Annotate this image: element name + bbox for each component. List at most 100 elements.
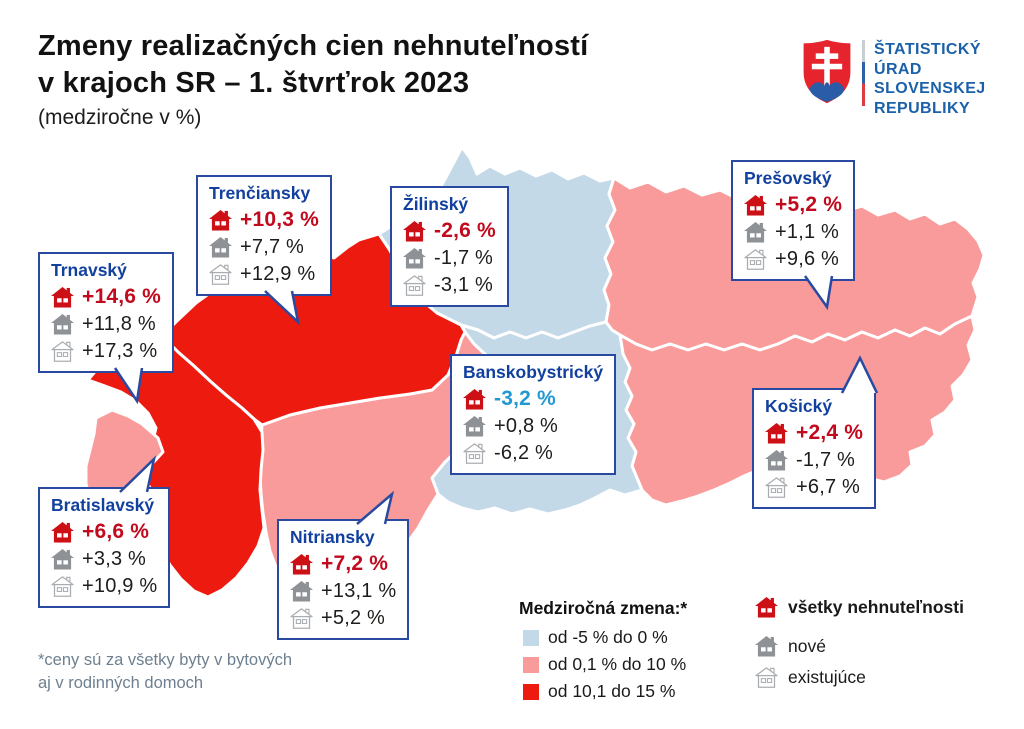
value-all: +2,4 % [796,421,864,444]
legend-item-existing: existujúce [755,667,866,688]
value-all: -2,6 % [434,219,496,242]
footnote: *ceny sú za všetky byty v bytových aj v … [38,649,292,696]
legend-label: od -5 % do 0 % [548,627,668,647]
region-callout-presovsky: Prešovský +5,2 % +1,1 % +9,6 % [731,160,856,311]
region-callout-banskobystricky: Banskobystrický -3,2 % +0,8 % -6,2 % [450,354,617,475]
house-existing-icon [51,341,74,362]
house-all-icon [51,522,74,543]
legend-item: od -5 % do 0 % [523,627,668,648]
house-all-icon [290,554,313,575]
value-all: +10,3 % [240,208,320,231]
value-existing: +5,2 % [321,607,386,629]
legend-swatch-blue [523,629,539,646]
house-existing-icon [744,249,767,270]
legend-label: nové [788,636,826,656]
callout-tail [803,275,834,311]
region-callout-trenciansky: Trenčiansky +10,3 % +7,7 % +12,9 % [196,175,333,326]
region-callout-zilinsky: Žilinský -2,6 % -1,7 % -3,1 % [390,186,509,307]
value-new: +7,7 % [240,236,305,258]
footnote-line2: aj v rodinných domoch [38,674,204,693]
region-callout-trnavsky: Trnavský +14,6 % +11,8 % +17,3 % [38,252,175,405]
house-existing-icon [403,275,426,296]
callout-tail [264,290,300,326]
house-new-icon [765,450,788,471]
region-name: Trenčiansky [209,183,311,203]
logo-org-line3: SLOVENSKEJ [874,80,986,97]
page-title-line1: Zmeny realizačných cien nehnuteľností [38,30,589,62]
value-new: +11,8 % [82,313,156,335]
value-existing: +9,6 % [775,248,840,270]
callout-tail [356,490,395,525]
house-new-icon [290,581,313,602]
value-existing: +10,9 % [82,575,158,597]
house-all-icon [463,389,486,410]
legend-swatch-pink [523,656,539,673]
region-name: Nitriansky [290,527,375,547]
page-subtitle: (medziročne v %) [38,106,202,129]
slovak-coat-of-arms-icon [803,39,851,104]
value-existing: -3,1 % [434,274,494,296]
region-callout-kosicky: Košický +2,4 % -1,7 % +6,7 % [752,355,879,509]
legend-swatch-red [523,683,539,700]
value-all: +14,6 % [82,285,162,308]
value-all: +7,2 % [321,552,389,575]
logo-org-line1: ŠTATISTICKÝ [874,41,981,58]
value-new: +3,3 % [82,548,147,570]
legend-label: všetky nehnuteľnosti [788,597,964,617]
house-new-icon [744,222,767,243]
logo-org-line2: ÚRAD [874,60,922,78]
house-new-icon [209,237,232,258]
house-all-icon [744,195,767,216]
region-callout-nitriansky: Nitriansky +7,2 % +13,1 % +5,2 % [277,490,410,640]
house-all-icon [403,221,426,242]
footnote-line1: *ceny sú za všetky byty v bytových [38,651,293,669]
value-all: -3,2 % [494,387,556,410]
callout-tail [119,455,157,493]
house-new-icon [51,314,74,335]
callout-tail [840,355,879,394]
legend-item-new: nové [755,636,826,657]
region-callout-bratislavsky: Bratislavský +6,6 % +3,3 % +10,9 % [38,455,171,608]
house-all-icon [51,287,74,308]
legend-label: od 10,1 do 15 % [548,681,676,701]
region-name: Trnavský [51,260,127,280]
house-new-icon [403,248,426,269]
house-existing-icon [290,608,313,629]
value-new: +13,1 % [321,580,397,602]
house-existing-icon [51,576,74,597]
callout-tail [113,367,144,405]
legend-item: od 10,1 do 15 % [523,681,675,702]
house-new-icon [51,549,74,570]
house-existing-icon [765,477,788,498]
value-existing: +6,7 % [796,476,861,498]
value-all: +6,6 % [82,520,150,543]
house-all-icon [765,423,788,444]
house-all-icon [209,210,232,231]
legend-item-all: všetky nehnuteľnosti [755,597,964,618]
region-name: Prešovský [744,168,832,188]
value-existing: +12,9 % [240,263,316,285]
legend-label: od 0,1 % do 10 % [548,654,687,674]
value-existing: +17,3 % [82,340,158,362]
value-existing: -6,2 % [494,442,554,464]
house-new-icon [463,416,486,437]
logo-org-name: ŠTATISTICKÝ ÚRAD SLOVENSKEJ REPUBLIKY [874,40,986,118]
logo-divider [862,40,865,106]
region-name: Bratislavský [51,495,155,515]
legend-item: od 0,1 % do 10 % [523,654,686,675]
region-name: Košický [765,396,833,416]
house-existing-icon [463,443,486,464]
logo-org-line4: REPUBLIKY [874,99,971,117]
value-new: +1,1 % [775,221,840,243]
value-all: +5,2 % [775,193,843,216]
region-name: Banskobystrický [463,362,604,382]
legend-label: existujúce [788,667,866,687]
house-existing-icon [209,264,232,285]
legend-title: Medziročná zmena:* [519,598,688,618]
page-title-line2: v krajoch SR – 1. štvrťrok 2023 [38,66,470,99]
value-new: -1,7 % [796,449,856,471]
page-title: Zmeny realizačných cien nehnuteľností v … [38,28,588,101]
region-name: Žilinský [403,194,469,214]
value-new: -1,7 % [434,247,494,269]
